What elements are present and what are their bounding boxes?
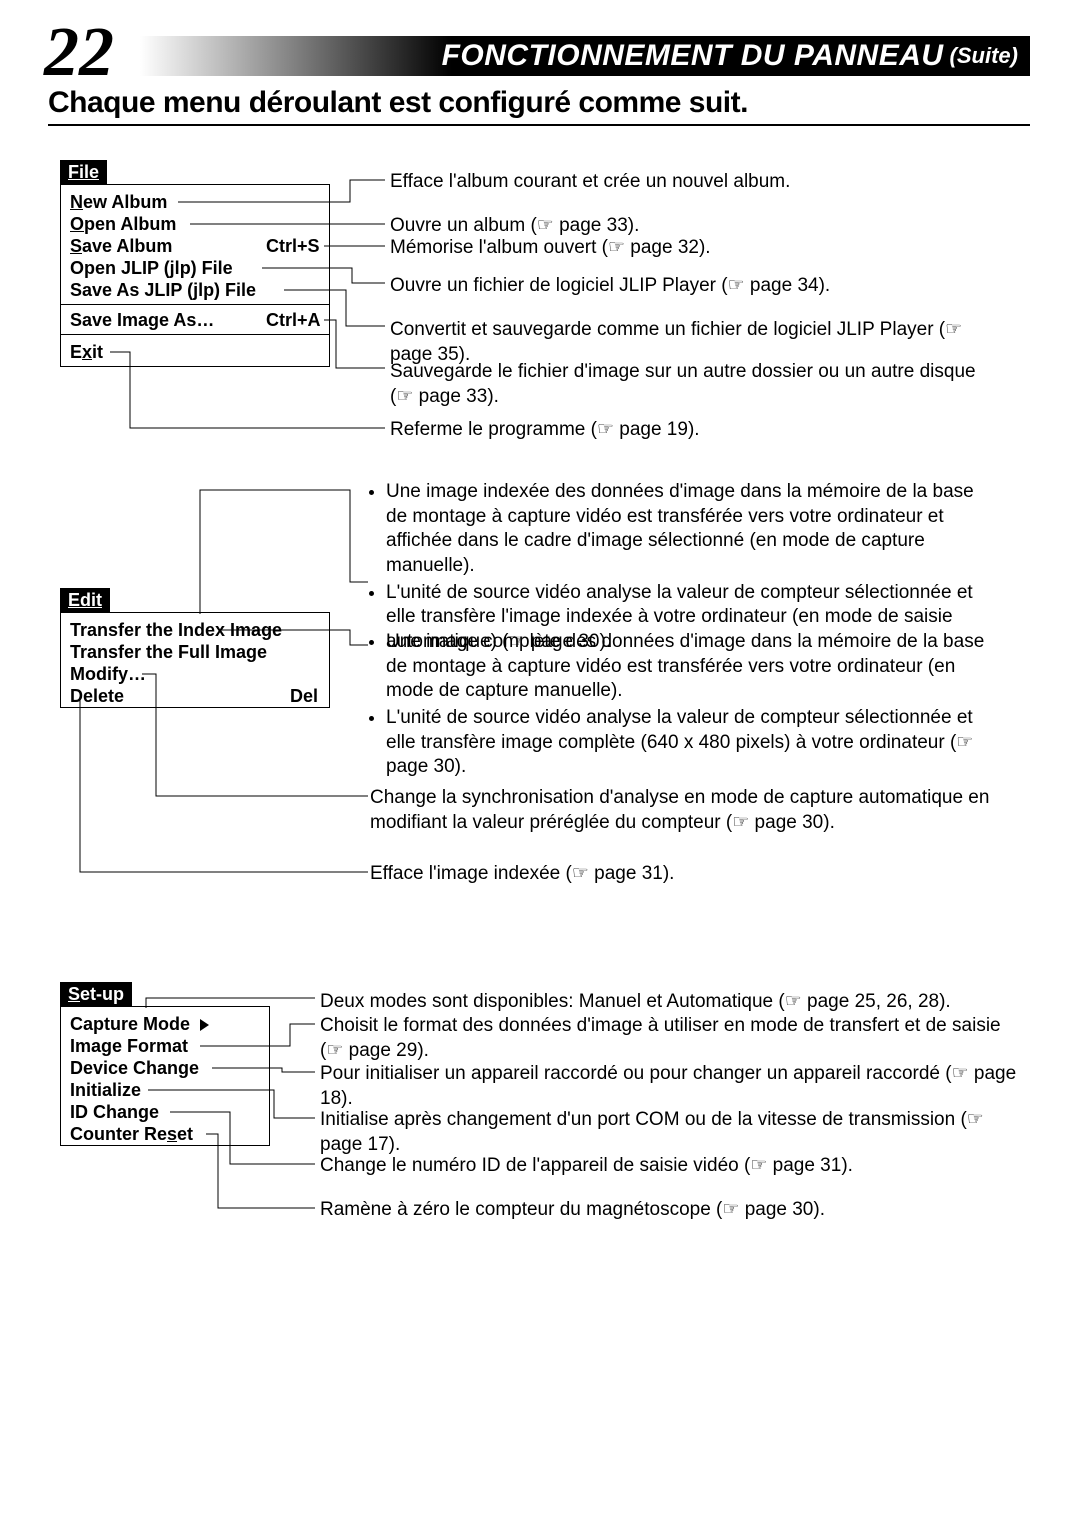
edit-item-transfer-index[interactable]: Transfer the Index Image	[70, 620, 282, 641]
page-number: 22	[44, 18, 114, 88]
setup-item-device-change[interactable]: Device Change	[70, 1058, 199, 1079]
file-item-new-album[interactable]: New Album	[70, 192, 167, 213]
header-suite: (Suite)	[950, 43, 1018, 69]
file-divider-1	[61, 304, 329, 305]
file-item-exit[interactable]: Exit	[70, 342, 103, 363]
desc-file-exit: Referme le programme (☞ page 19).	[390, 418, 990, 443]
file-item-open-album[interactable]: Open Album	[70, 214, 176, 235]
file-menu-title: File	[60, 160, 107, 185]
file-item-save-as-jlip[interactable]: Save As JLIP (jlp) File	[70, 280, 256, 301]
edit-item-modify[interactable]: Modify…	[70, 664, 146, 685]
submenu-arrow-icon	[200, 1019, 209, 1031]
file-item-save-image-as[interactable]: Save Image As…	[70, 310, 214, 331]
setup-item-id-change[interactable]: ID Change	[70, 1102, 159, 1123]
desc-edit-transfer-full: Une image complète des données d'image d…	[370, 630, 990, 782]
setup-menu-title: Set-up	[60, 982, 132, 1007]
desc-setup-capture: Deux modes sont disponibles: Manuel et A…	[320, 990, 1000, 1015]
desc-file-save-image: Sauvegarde le fichier d'image sur un aut…	[390, 360, 990, 409]
file-shortcut-ctrl-s: Ctrl+S	[266, 236, 320, 257]
setup-item-capture-mode[interactable]: Capture Mode	[70, 1014, 209, 1035]
desc-setup-init: Initialise après changement d'un port CO…	[320, 1108, 1020, 1157]
setup-item-counter-reset[interactable]: Counter Reset	[70, 1124, 193, 1145]
desc-setup-counter: Ramène à zéro le compteur du magnétoscop…	[320, 1198, 1020, 1223]
setup-item-image-format[interactable]: Image Format	[70, 1036, 188, 1057]
desc-setup-device: Pour initialiser un appareil raccordé ou…	[320, 1062, 1020, 1111]
setup-item-initialize[interactable]: Initialize	[70, 1080, 141, 1101]
desc-file-new-album: Efface l'album courant et crée un nouvel…	[390, 170, 990, 195]
header-bar: FONCTIONNEMENT DU PANNEAU (Suite)	[140, 36, 1030, 76]
desc-edit-modify: Change la synchronisation d'analyse en m…	[370, 786, 990, 835]
desc-edit-tii-b1: Une image indexée des données d'image da…	[386, 480, 990, 579]
edit-item-transfer-full[interactable]: Transfer the Full Image	[70, 642, 267, 663]
file-item-open-jlip[interactable]: Open JLIP (jlp) File	[70, 258, 233, 279]
desc-edit-tfi-b1: Une image complète des données d'image d…	[386, 630, 990, 704]
edit-item-delete[interactable]: Delete	[70, 686, 124, 707]
file-shortcut-ctrl-a: Ctrl+A	[266, 310, 321, 331]
subtitle: Chaque menu déroulant est configuré comm…	[48, 86, 1030, 126]
desc-edit-delete: Efface l'image indexée (☞ page 31).	[370, 862, 990, 887]
desc-file-save-album: Mémorise l'album ouvert (☞ page 32).	[390, 236, 990, 261]
file-item-save-album[interactable]: Save Album	[70, 236, 172, 257]
desc-file-open-album: Ouvre un album (☞ page 33).	[390, 214, 990, 239]
file-divider-2	[61, 334, 329, 335]
edit-menu-title: Edit	[60, 588, 110, 613]
desc-edit-tfi-b2: L'unité de source vidéo analyse la valeu…	[386, 706, 990, 780]
desc-file-open-jlip: Ouvre un fichier de logiciel JLIP Player…	[390, 274, 990, 299]
desc-setup-id: Change le numéro ID de l'appareil de sai…	[320, 1154, 1020, 1179]
header-main: FONCTIONNEMENT DU PANNEAU	[442, 39, 944, 73]
desc-setup-format: Choisit le format des données d'image à …	[320, 1014, 1020, 1063]
edit-shortcut-del: Del	[290, 686, 318, 707]
